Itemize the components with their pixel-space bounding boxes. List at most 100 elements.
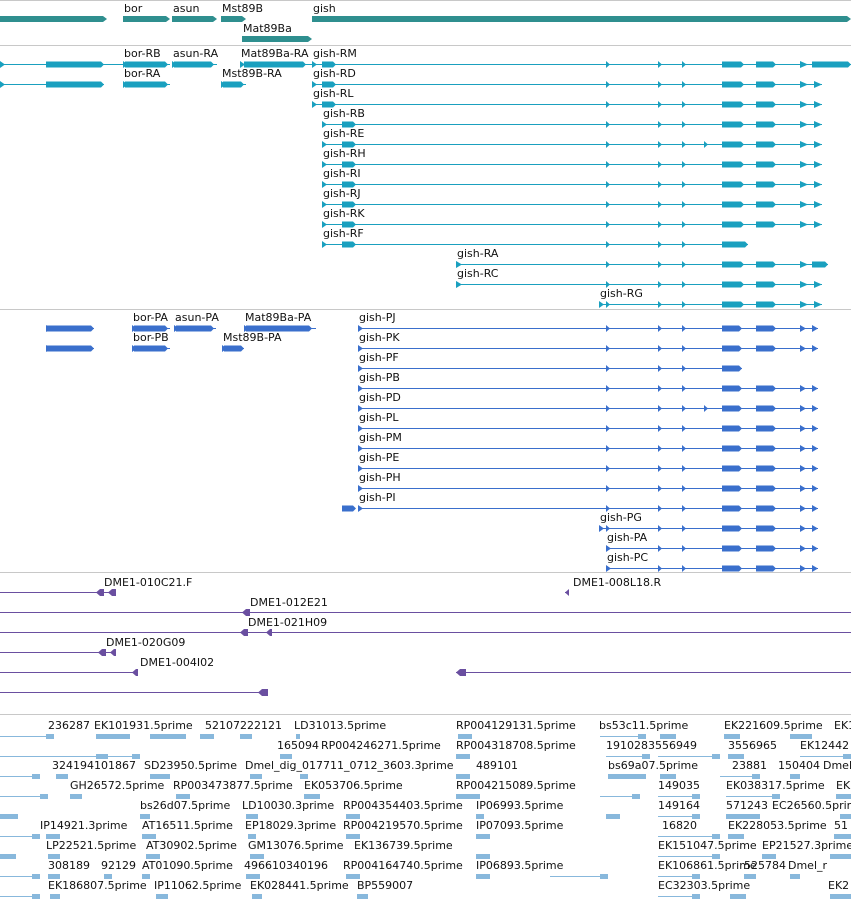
exon-block[interactable] xyxy=(223,81,241,88)
est-block[interactable] xyxy=(458,734,472,739)
exon-arrow[interactable] xyxy=(800,301,808,308)
est-block[interactable] xyxy=(280,754,292,759)
exon-arrow[interactable] xyxy=(682,161,686,168)
exon-arrow[interactable] xyxy=(814,101,822,108)
est-block[interactable] xyxy=(246,874,260,879)
exon-arrow[interactable] xyxy=(658,545,662,552)
exon-arrow[interactable] xyxy=(814,161,822,168)
exon-block[interactable] xyxy=(756,161,773,168)
exon-block[interactable] xyxy=(322,101,333,108)
est-block[interactable] xyxy=(96,754,108,759)
est-label-rp004215089-5prime[interactable]: RP004215089.5prime xyxy=(456,779,576,792)
exon-arrow[interactable] xyxy=(658,345,662,352)
exon-arrow[interactable] xyxy=(800,61,808,68)
exon-arrow[interactable] xyxy=(658,141,662,148)
exon-block[interactable] xyxy=(756,201,773,208)
exon-arrow[interactable] xyxy=(682,405,686,412)
est-block[interactable] xyxy=(140,814,150,819)
transcript-gish-ri[interactable]: gish-RI xyxy=(322,167,822,188)
clone-end[interactable] xyxy=(242,609,250,616)
est-block[interactable] xyxy=(50,894,60,899)
exon-block[interactable] xyxy=(722,241,745,248)
exon-block[interactable] xyxy=(224,345,241,352)
exon-arrow[interactable] xyxy=(682,181,686,188)
exon-arrow[interactable] xyxy=(606,505,610,512)
exon-arrow[interactable] xyxy=(682,525,686,532)
protein-gish-pd[interactable]: gish-PD xyxy=(358,391,818,412)
est-label-1910283556949[interactable]: 1910283556949 xyxy=(606,739,697,752)
est-block[interactable] xyxy=(712,754,720,759)
exon-block[interactable] xyxy=(756,221,773,228)
transcript-gish-rg[interactable]: gish-RG xyxy=(599,287,822,308)
est-block[interactable] xyxy=(476,834,490,839)
est-block[interactable] xyxy=(728,834,744,839)
est-label-ek038317-5prime[interactable]: EK038317.5prime xyxy=(726,779,825,792)
est-block[interactable] xyxy=(48,874,60,879)
exon-arrow[interactable] xyxy=(682,425,686,432)
protein-mat89ba-pa[interactable]: Mat89Ba-PA xyxy=(244,311,316,332)
protein-gish-pl[interactable]: gish-PL xyxy=(358,411,818,432)
est-label-ek151047-5prime[interactable]: EK151047.5prime xyxy=(658,839,757,852)
est-label-bp559007[interactable]: BP559007 xyxy=(357,879,413,892)
transcript-gish-re[interactable]: gish-RE xyxy=(322,127,822,148)
est-block[interactable] xyxy=(300,774,308,779)
exon-block[interactable] xyxy=(812,61,848,68)
est-label-rp004129131-5prime[interactable]: RP004129131.5prime xyxy=(456,719,576,732)
protein-gish-pe[interactable]: gish-PE xyxy=(358,451,818,472)
exon-block[interactable] xyxy=(756,425,773,432)
est-label-lp22521-5prime[interactable]: LP22521.5prime xyxy=(46,839,137,852)
est-block[interactable] xyxy=(0,854,16,859)
exon-block[interactable] xyxy=(756,485,773,492)
exon-arrow[interactable] xyxy=(682,61,686,68)
transcript-gish-rb[interactable]: gish-RB xyxy=(322,107,822,128)
exon-arrow[interactable] xyxy=(682,281,686,288)
exon-block[interactable] xyxy=(46,61,101,68)
exon-arrow[interactable] xyxy=(814,221,822,228)
gene-unnamed[interactable] xyxy=(0,16,107,22)
exon-arrow[interactable] xyxy=(658,365,662,372)
clone-end[interactable] xyxy=(258,689,268,696)
est-block[interactable] xyxy=(150,734,186,739)
exon-arrow[interactable] xyxy=(682,81,686,88)
exon-arrow[interactable] xyxy=(812,405,818,412)
exon-arrow[interactable] xyxy=(814,141,822,148)
protein-unnamed[interactable] xyxy=(46,325,94,332)
exon-arrow[interactable] xyxy=(800,565,806,572)
exon-arrow[interactable] xyxy=(812,425,818,432)
est-block[interactable] xyxy=(600,874,608,879)
exon-arrow[interactable] xyxy=(658,485,662,492)
exon-block[interactable] xyxy=(722,261,741,268)
exon-arrow[interactable] xyxy=(658,241,662,248)
exon-arrow[interactable] xyxy=(800,505,806,512)
gene-bar[interactable] xyxy=(242,36,308,42)
exon-block[interactable] xyxy=(46,81,101,88)
clone-dme1-020g09[interactable]: DME1-020G09 xyxy=(0,636,185,656)
exon-arrow[interactable] xyxy=(606,365,610,372)
est-block[interactable] xyxy=(608,774,646,779)
est-block[interactable] xyxy=(96,734,130,739)
exon-block[interactable] xyxy=(125,61,165,68)
est-block[interactable] xyxy=(638,734,646,739)
exon-block[interactable] xyxy=(812,261,825,268)
exon-arrow[interactable] xyxy=(606,385,610,392)
exon-block[interactable] xyxy=(722,445,739,452)
est-block[interactable] xyxy=(692,794,700,799)
exon-block[interactable] xyxy=(756,465,773,472)
est-label-165094[interactable]: 165094 xyxy=(277,739,319,752)
exon-block[interactable] xyxy=(722,101,741,108)
est-label-ek053706-5prime[interactable]: EK053706.5prime xyxy=(304,779,403,792)
exon-arrow[interactable] xyxy=(812,465,818,472)
est-block[interactable] xyxy=(252,894,262,899)
est-label-gh26572-5prime[interactable]: GH26572.5prime xyxy=(70,779,165,792)
clone-dme1-008l18-r[interactable]: DME1-008L18.R xyxy=(565,576,661,596)
exon-block[interactable] xyxy=(722,81,741,88)
est-label-ek[interactable]: EK xyxy=(836,779,851,792)
exon-arrow[interactable] xyxy=(456,281,462,288)
exon-arrow[interactable] xyxy=(606,405,610,412)
est-block[interactable] xyxy=(346,874,360,879)
est-block[interactable] xyxy=(830,854,851,859)
exon-arrow[interactable] xyxy=(800,445,806,452)
exon-arrow[interactable] xyxy=(606,465,610,472)
exon-arrow[interactable] xyxy=(682,485,686,492)
transcript-unnamed[interactable] xyxy=(0,81,104,88)
